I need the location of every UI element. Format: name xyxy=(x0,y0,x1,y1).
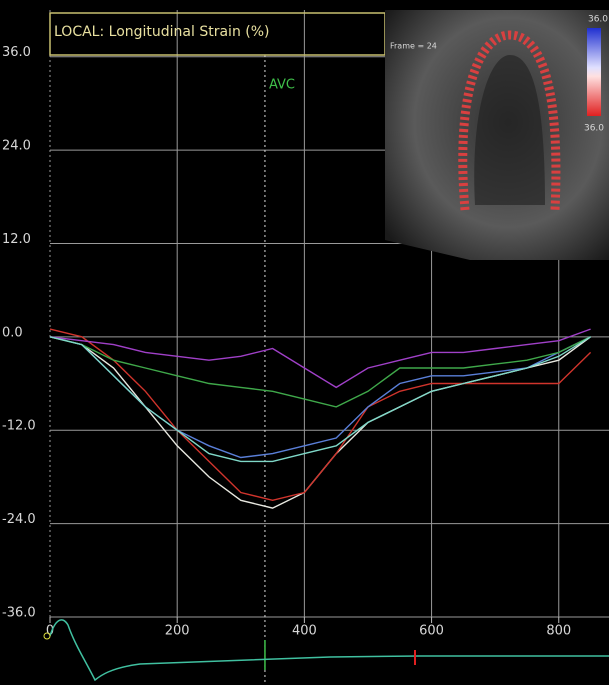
x-tick-label: 400 xyxy=(292,624,317,639)
colorbar-bottom-label: 36.0 xyxy=(584,124,604,134)
x-tick-label: 600 xyxy=(419,624,444,639)
y-tick-label: -12.0 xyxy=(2,419,36,434)
ultrasound-inset: 36.0 36.0 Frame = 24 xyxy=(385,10,609,260)
x-tick-label: 200 xyxy=(165,624,190,639)
y-tick-label: 36.0 xyxy=(2,45,31,60)
y-tick-label: -24.0 xyxy=(2,512,36,527)
annotation-label: AVC xyxy=(269,78,295,93)
y-tick-label: 12.0 xyxy=(2,232,31,247)
x-tick-label: 800 xyxy=(546,624,571,639)
chart-title: LOCAL: Longitudinal Strain (%) xyxy=(54,24,270,40)
y-tick-label: -36.0 xyxy=(2,606,36,621)
y-tick-label: 0.0 xyxy=(2,325,23,340)
y-tick-label: 24.0 xyxy=(2,139,31,154)
colorbar xyxy=(587,28,601,116)
chart: 36.024.012.00.0-12.0-24.0-36.00200400600… xyxy=(0,0,609,685)
colorbar-top-label: 36.0 xyxy=(588,15,608,25)
frame-label: Frame = 24 xyxy=(390,42,437,51)
